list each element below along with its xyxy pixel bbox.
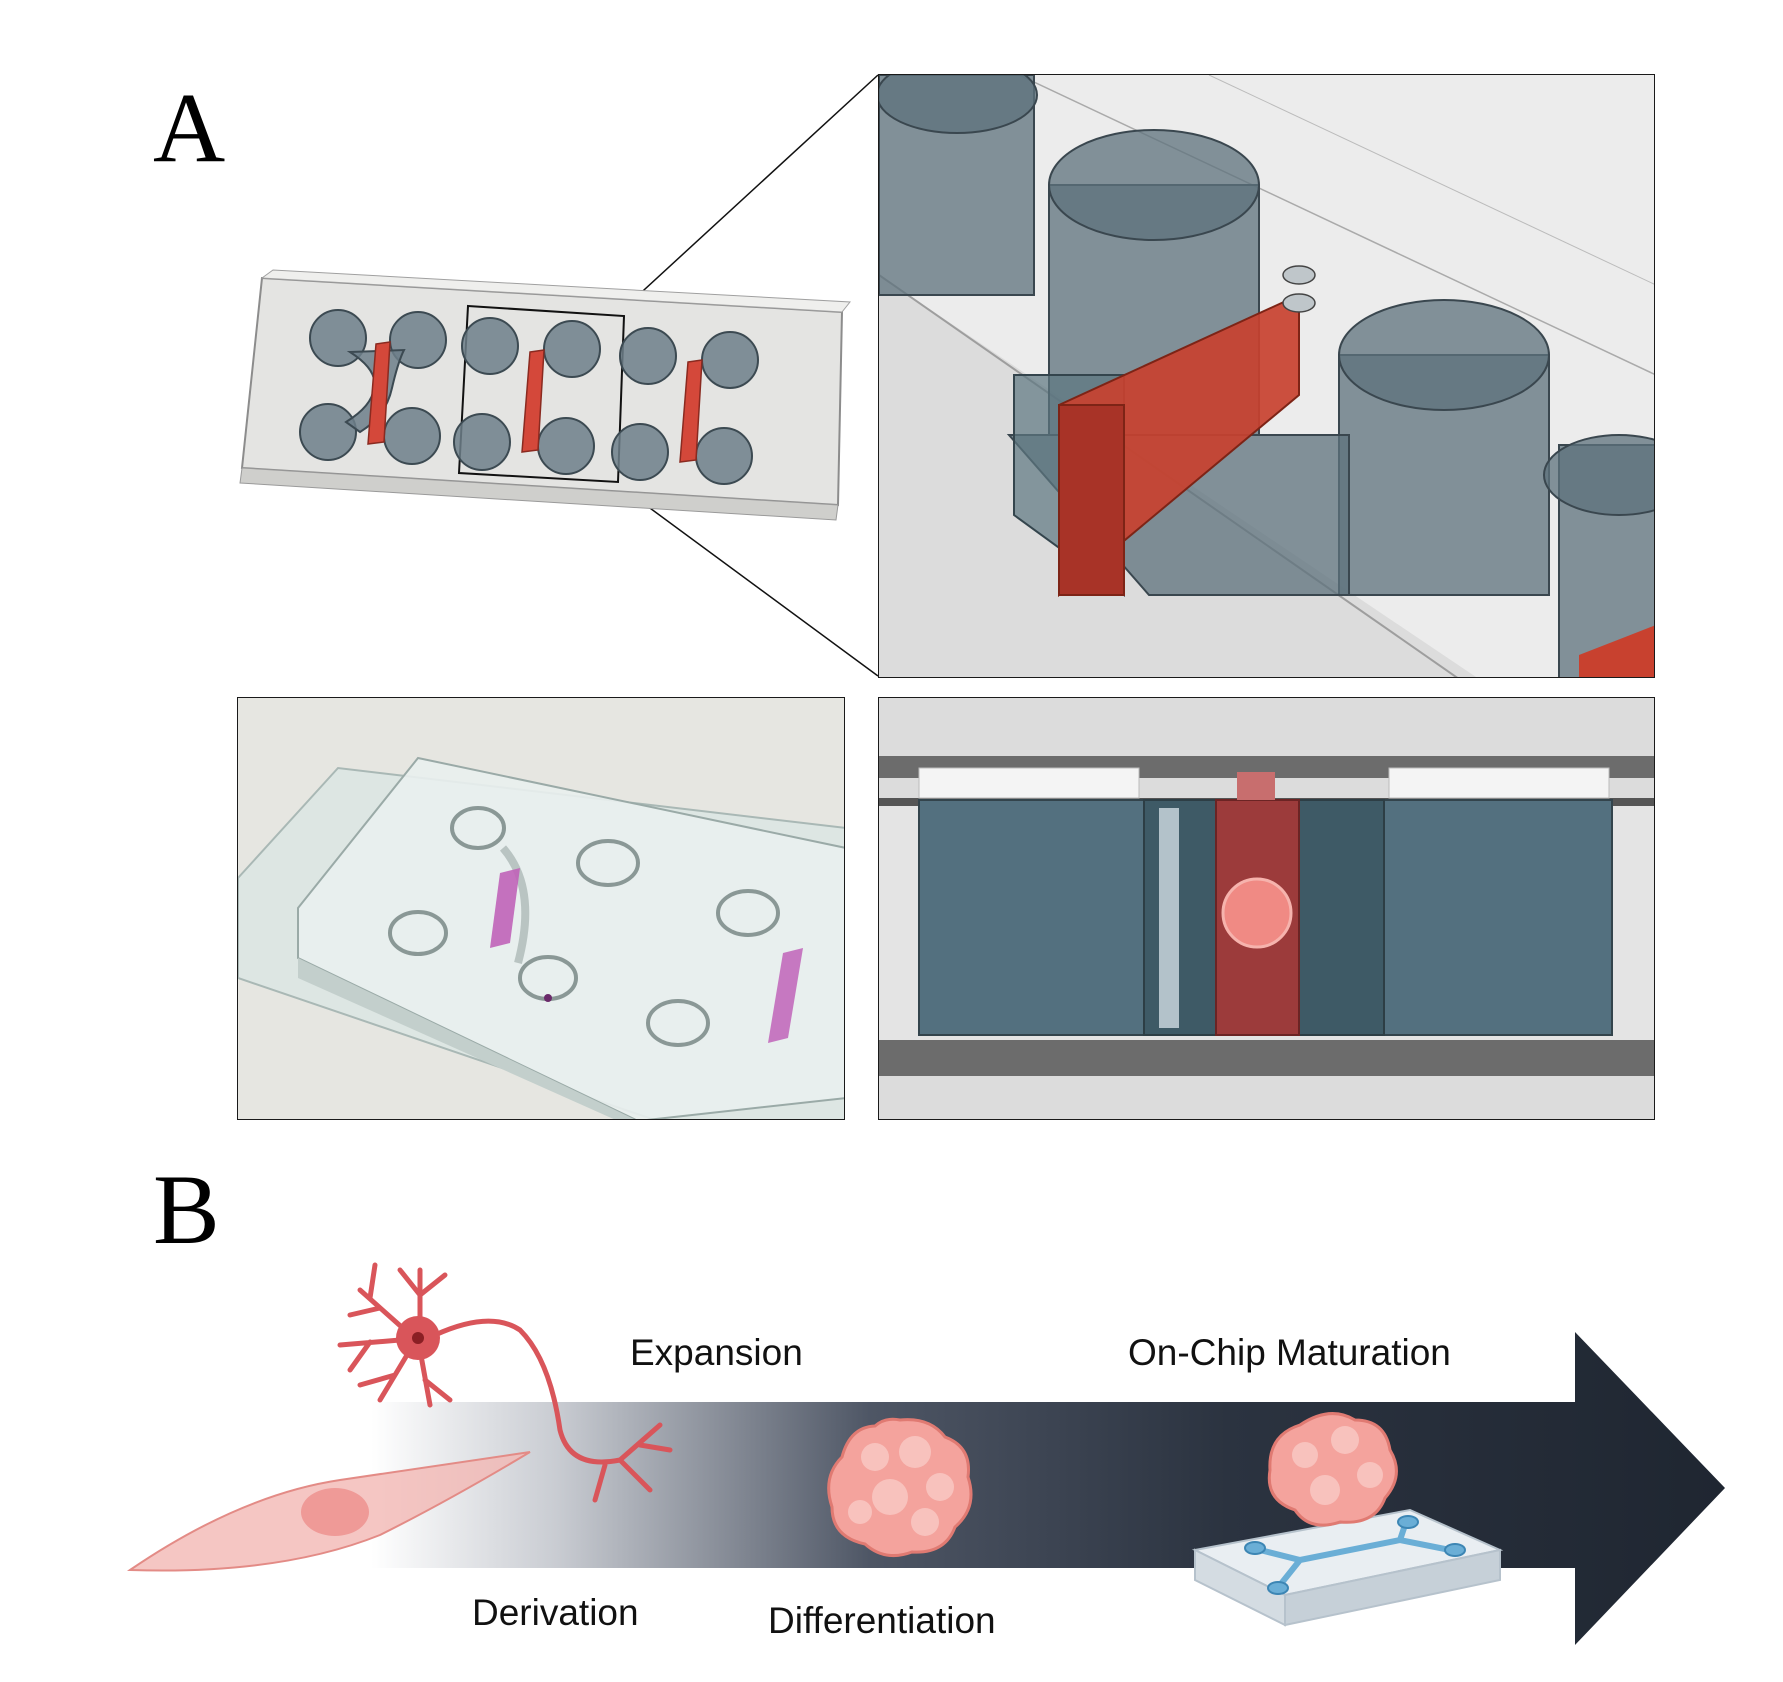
chip-zoom-render: [878, 74, 1655, 678]
fibroblast-cell-icon: [126, 1451, 531, 1572]
organoid-icon: [827, 1417, 973, 1558]
chip-cross-section: [878, 697, 1655, 1120]
stage-derivation-label: Derivation: [472, 1592, 639, 1633]
organoid-on-chip-icon: [1191, 1412, 1504, 1627]
panel-b-label: B: [153, 1154, 220, 1265]
chip-photo: [237, 697, 845, 1120]
stage-maturation-label: On-Chip Maturation: [1128, 1332, 1451, 1373]
stage-expansion-label: Expansion: [630, 1332, 803, 1373]
neuron-icon: [337, 1262, 673, 1503]
chip-3d-render: [239, 74, 879, 677]
panel-a-label: A: [153, 72, 226, 183]
stage-differentiation-label: Differentiation: [768, 1600, 996, 1641]
